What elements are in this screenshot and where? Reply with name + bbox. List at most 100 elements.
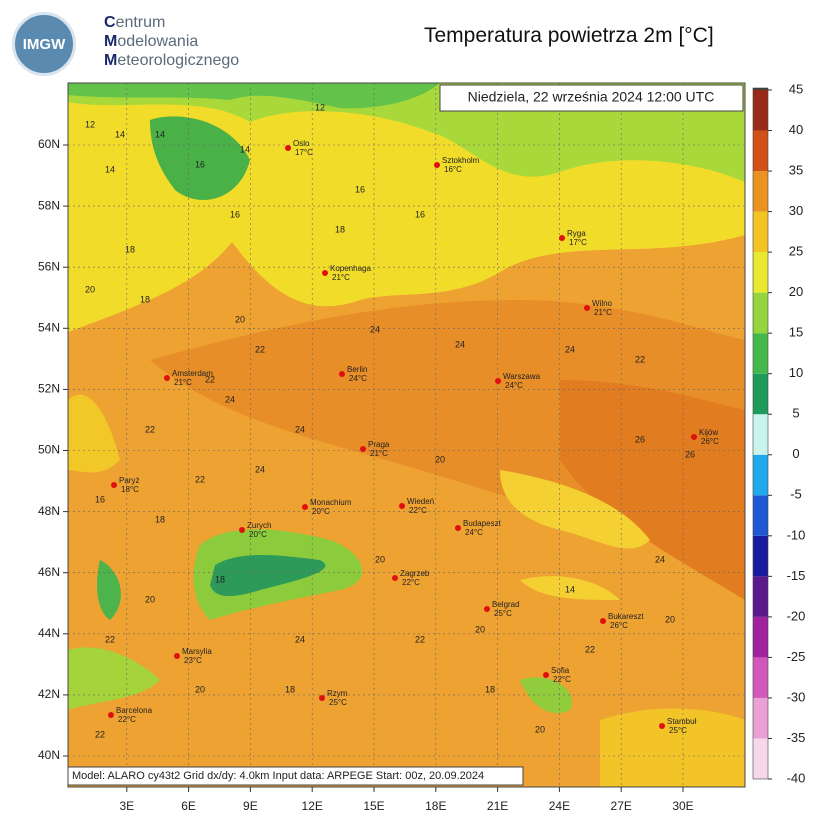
city-name: Amsterdam [172, 369, 213, 378]
contour-label: 26 [685, 449, 695, 459]
contour-label: 16 [195, 159, 205, 169]
colorbar-label: -10 [787, 527, 806, 542]
contour-label: 20 [435, 454, 445, 464]
colorbar-frame [752, 87, 769, 780]
city-temp: 21°C [332, 273, 350, 282]
colorbar-label: 30 [789, 203, 803, 218]
city-temp: 21°C [174, 378, 192, 387]
lat-label: 56N [38, 259, 60, 273]
contour-label: 20 [195, 684, 205, 694]
contour-label: 22 [95, 729, 105, 739]
city-marker [399, 503, 405, 509]
colorbar-label: 40 [789, 122, 803, 137]
colorbar-segment [753, 90, 768, 131]
contour-label: 12 [315, 102, 325, 112]
footer-box [67, 766, 524, 786]
contour-label: 24 [370, 324, 380, 334]
contour-label: 22 [255, 344, 265, 354]
lon-label: 24E [549, 799, 570, 813]
colorbar-label: 0 [792, 446, 799, 461]
city-name: Ryga [567, 229, 586, 238]
city-name: Berlin [347, 365, 367, 374]
city-temp: 17°C [295, 148, 313, 157]
org-line: Modelowania [104, 33, 199, 50]
colorbar-label: 20 [789, 284, 803, 299]
lat-label: 52N [38, 382, 60, 396]
lon-label: 12E [302, 799, 323, 813]
colorbar-top [753, 88, 768, 90]
city-marker [484, 606, 490, 612]
colorbar-segment [753, 616, 768, 658]
city-marker [659, 723, 665, 729]
city-temp: 24°C [349, 374, 367, 383]
colorbar-segment [753, 657, 768, 698]
city-marker [543, 672, 549, 678]
title: Temperatura powietrza 2m [°C] [424, 24, 714, 47]
city-temp: 24°C [505, 381, 523, 390]
city-name: Zurych [247, 521, 271, 530]
city-name: Sofia [551, 666, 570, 675]
contour-label: 14 [105, 164, 115, 174]
city-name: Rzym [327, 689, 348, 698]
city-marker [174, 653, 180, 659]
city-name: Praga [368, 440, 390, 449]
city-marker [302, 504, 308, 510]
colorbar-segment [753, 535, 768, 577]
colorbar-segment [753, 454, 768, 496]
contour-label: 20 [375, 554, 385, 564]
city-temp: 22°C [118, 715, 136, 724]
org-line: Centrum [104, 14, 166, 31]
city-name: Monachium [310, 498, 352, 507]
contour-label: 12 [85, 119, 95, 129]
city-temp: 21°C [594, 308, 612, 317]
contour-label: 22 [205, 374, 215, 384]
colorbar-label: -15 [787, 568, 806, 583]
lon-label: 9E [243, 799, 258, 813]
date-box [439, 84, 744, 112]
colorbar-segment [753, 171, 768, 212]
city-name: Oslo [293, 139, 310, 148]
colorbar-segment [753, 333, 768, 374]
contour-label: 14 [155, 129, 165, 139]
city-marker [559, 235, 565, 241]
contour-label: 18 [155, 514, 165, 524]
city-marker [339, 371, 345, 377]
contour-label: 18 [335, 224, 345, 234]
city-marker [392, 575, 398, 581]
colorbar-segment [753, 211, 768, 253]
colorbar-segment [753, 576, 768, 617]
lat-label: 58N [38, 198, 60, 212]
lat-label: 48N [38, 504, 60, 518]
lon-label: 18E [425, 799, 446, 813]
colorbar-label: -35 [787, 730, 806, 745]
contour-label: 26 [635, 434, 645, 444]
city-name: Wiedeń [407, 497, 434, 506]
colorbar-segment [753, 414, 768, 455]
colorbar-label: -30 [787, 689, 806, 704]
city-marker [111, 482, 117, 488]
city-marker [495, 378, 501, 384]
contour-label: 24 [565, 344, 575, 354]
colorbar-segment [753, 252, 768, 293]
city-name: Marsylia [182, 647, 212, 656]
city-marker [319, 695, 325, 701]
footer: Model: ALARO cy43t2 Grid dx/dy: 4.0km In… [72, 770, 484, 782]
contour-label: 24 [255, 464, 265, 474]
lat-label: 42N [38, 687, 60, 701]
city-temp: 18°C [121, 485, 139, 494]
city-name: Stambuł [667, 717, 697, 726]
city-name: Warszawa [503, 372, 541, 381]
city-marker [164, 375, 170, 381]
city-temp: 22°C [553, 675, 571, 684]
lat-label: 40N [38, 748, 60, 762]
contour-label: 20 [235, 314, 245, 324]
contour-label: 20 [85, 284, 95, 294]
contour-label: 14 [115, 129, 125, 139]
city-temp: 23°C [184, 656, 202, 665]
contour-label: 18 [140, 294, 150, 304]
city-marker [600, 618, 606, 624]
lat-label: 60N [38, 137, 60, 151]
colorbar-label: 25 [789, 244, 803, 259]
colorbar-label: -25 [787, 649, 806, 664]
